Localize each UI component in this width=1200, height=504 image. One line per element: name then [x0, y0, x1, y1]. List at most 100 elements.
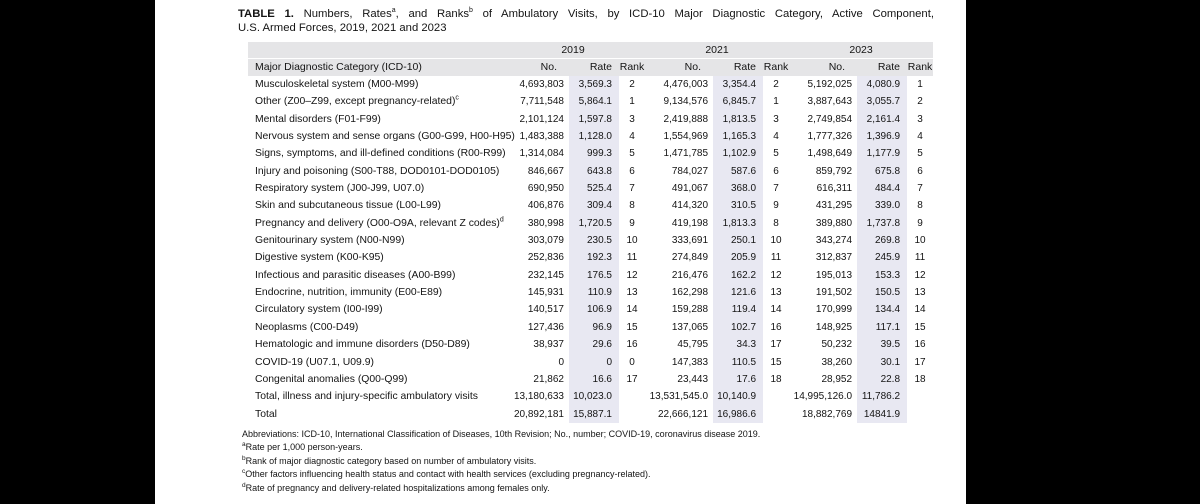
- no-cell: 159,288: [671, 304, 709, 316]
- rate-cell: 10,023.0: [569, 388, 619, 406]
- no-cell: 20,892,181: [513, 408, 564, 420]
- no-cell: 690,950: [527, 183, 564, 195]
- rate-cell: 1,165.3: [713, 128, 764, 146]
- rank-cell: 2: [773, 79, 779, 90]
- category-cell: Digestive system (K00-K95): [255, 252, 384, 264]
- no-cell: 1,483,388: [519, 131, 565, 143]
- rate-cell: 1,720.5: [569, 214, 619, 233]
- rate-cell: 119.4: [713, 301, 764, 319]
- rate-cell: 39.5: [857, 336, 908, 354]
- no-cell: 216,476: [671, 269, 709, 281]
- rank-cell: 17: [770, 339, 782, 351]
- no-cell: 1,554,969: [663, 131, 709, 143]
- no-cell: 252,836: [527, 252, 564, 264]
- footnote-marker-d: d: [499, 216, 504, 224]
- table-header: 2019 2021 2023 Major Diagnostic Category…: [248, 42, 934, 76]
- no-cell: 616,311: [816, 183, 853, 195]
- rate-cell: 310.5: [713, 197, 764, 215]
- rank-cell: 2: [917, 96, 923, 108]
- category-cell: Hematologic and immune disorders (D50-D8…: [255, 339, 470, 351]
- no-cell: 4,693,803: [519, 79, 565, 90]
- rank-cell: 6: [773, 165, 779, 177]
- rate-cell: 484.4: [857, 180, 908, 198]
- rate-cell: 1,737.8: [857, 214, 908, 233]
- rank-cell: 7: [917, 183, 923, 195]
- rank-cell: 11: [770, 252, 782, 264]
- no-cell: 18,882,769: [801, 408, 853, 420]
- ambulatory-visits-table: 2019 2021 2023 Major Diagnostic Category…: [248, 42, 934, 423]
- rate-cell: 1,177.9: [857, 145, 908, 163]
- no-cell: 22,666,121: [657, 408, 709, 420]
- no-cell: 13,531,545.0: [649, 391, 709, 403]
- column-header-2023-rank: Rank: [907, 58, 934, 76]
- rank-cell: 5: [629, 148, 635, 160]
- rate-cell: 16,986.6: [713, 405, 764, 423]
- rank-cell: 1: [917, 79, 923, 90]
- rate-cell: 110.9: [569, 284, 619, 302]
- rate-cell: 4,080.9: [857, 76, 908, 94]
- table-row: Neoplasms (C00-D49) 127,436 96.9 15 137,065 1…: [248, 318, 933, 337]
- table-row: Musculoskeletal system (M00-M99) 4,693,80…: [248, 76, 933, 94]
- column-header-category: Major Diagnostic Category (ICD-10): [248, 58, 501, 76]
- no-cell: 137,065: [671, 321, 709, 333]
- no-cell: 274,849: [671, 252, 709, 264]
- rate-cell: 102.7: [713, 318, 764, 337]
- no-cell: 170,999: [815, 304, 853, 316]
- table-row: Signs, symptoms, and ill-defined conditi…: [248, 145, 933, 163]
- rate-cell: 250.1: [713, 232, 764, 250]
- rate-cell: 14841.9: [857, 405, 908, 423]
- rate-cell: 22.8: [857, 370, 908, 389]
- table-body: Musculoskeletal system (M00-M99) 4,693,80…: [248, 76, 933, 423]
- table-row: Circulatory system (I00-I99) 140,517 106.9…: [248, 301, 933, 319]
- column-header-2021-rank: Rank: [763, 58, 790, 76]
- category-cell: Infectious and parasitic diseases (A00-B…: [255, 269, 456, 281]
- footnote-marker-b: b: [242, 454, 246, 462]
- category-cell: Circulatory system (I00-I99): [255, 304, 383, 316]
- rank-cell: 10: [770, 235, 782, 247]
- column-header-2021-rate: Rate: [713, 58, 764, 76]
- rank-cell: [763, 406, 789, 423]
- rank-cell: 7: [773, 183, 779, 195]
- rank-cell: 5: [773, 148, 779, 160]
- no-cell: 389,880: [815, 217, 853, 229]
- no-cell: 28,952: [821, 373, 853, 385]
- category-cell: Total, illness and injury-specific ambul…: [255, 391, 478, 403]
- year-header-2023: 2023: [789, 42, 934, 59]
- rate-cell: 10,140.9: [713, 388, 764, 406]
- title-text-2: , and Ranks: [395, 8, 469, 20]
- footnote-marker-b: b: [469, 7, 473, 15]
- table-title-line2: U.S. Armed Forces, 2019, 2021 and 2023: [238, 22, 447, 34]
- no-cell: 1,314,084: [519, 148, 565, 160]
- no-cell: 2,101,124: [519, 113, 565, 125]
- rank-cell: 13: [770, 287, 782, 299]
- rate-cell: 525.4: [569, 180, 619, 198]
- no-cell: 312,837: [815, 252, 853, 264]
- category-cell: Signs, symptoms, and ill-defined conditi…: [255, 148, 506, 160]
- rate-cell: 106.9: [569, 301, 619, 319]
- rank-cell: 14: [770, 304, 782, 316]
- rank-cell: 8: [917, 200, 923, 212]
- no-cell: 5,192,025: [807, 79, 853, 90]
- no-cell: 23,443: [677, 373, 709, 385]
- column-header-2019-no: No.: [501, 58, 569, 76]
- rank-cell: 6: [629, 165, 635, 177]
- rank-cell: 17: [626, 373, 638, 385]
- no-cell: 380,998: [527, 217, 564, 229]
- rank-cell: 13: [626, 287, 638, 299]
- no-cell: 414,320: [671, 200, 709, 212]
- table-row: Skin and subcutaneous tissue (L00-L99) 40…: [248, 197, 933, 215]
- no-cell: 784,027: [671, 165, 709, 177]
- footnote-marker-d: d: [242, 481, 246, 489]
- rate-cell: 3,569.3: [569, 76, 619, 94]
- rank-cell: 1: [629, 96, 635, 108]
- rank-cell: 9: [917, 217, 923, 229]
- rate-cell: 999.3: [569, 145, 619, 163]
- footnote: Abbreviations: ICD-10, International Cla…: [242, 429, 761, 439]
- rate-cell: 5,864.1: [569, 93, 619, 111]
- rate-cell: 150.5: [857, 284, 908, 302]
- no-cell: 303,079: [527, 235, 564, 247]
- rank-cell: 9: [629, 217, 635, 229]
- no-cell: 419,198: [671, 217, 709, 229]
- rank-cell: 10: [914, 235, 926, 247]
- rate-cell: 17.6: [713, 370, 764, 389]
